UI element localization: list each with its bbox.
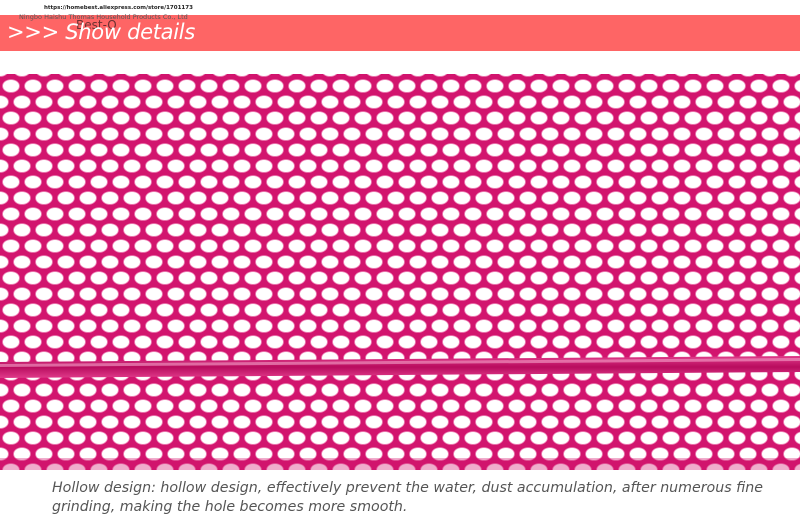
company-name-watermark: Ningbo Haishu Thomas Household Products … [19, 13, 188, 21]
section-banner: Best-O >>> Show details [0, 15, 800, 51]
mesh-rim-highlight [0, 358, 800, 367]
mesh-pattern [0, 74, 800, 470]
store-url-watermark: https://homebest.aliexpress.com/store/17… [44, 5, 193, 11]
banner-title: >>> Show details [7, 20, 195, 44]
mesh-bottom-shadow [0, 458, 800, 470]
brand-watermark: Best-O [76, 18, 117, 32]
product-mesh-image [0, 74, 800, 470]
product-description: Hollow design: hollow design, effectivel… [52, 480, 764, 515]
mesh-graphic [0, 74, 800, 470]
